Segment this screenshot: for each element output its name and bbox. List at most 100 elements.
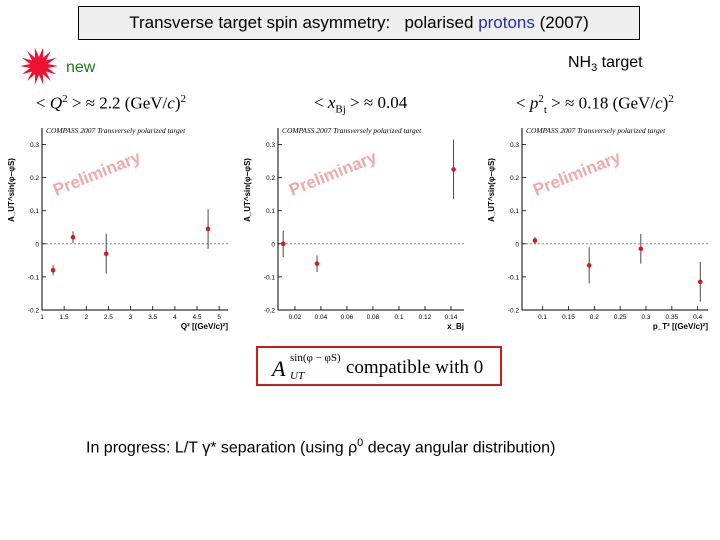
progress-note: In progress: L/T γ* separation (using ρ0… [86, 437, 555, 457]
plot-header: COMPASS 2007 Transversely polarized targ… [526, 126, 666, 135]
kin-var: p [529, 93, 539, 113]
plot-header: COMPASS 2007 Transversely polarized targ… [46, 126, 186, 135]
plot-header: COMPASS 2007 Transversely polarized targ… [282, 126, 422, 135]
y-tick-label: 0 [271, 241, 275, 248]
progress-post: decay angular distribution) [363, 439, 556, 457]
kin-q2: < Q2 > ≈ 2.2 (GeV/c)2 [36, 93, 186, 114]
data-point [532, 238, 538, 243]
kin-pre: < [36, 93, 50, 113]
plot-pt2: COMPASS 2007 Transversely polarized targ… [487, 126, 708, 331]
data-point [697, 279, 703, 285]
y-axis-label: A_UT^sin(φ−φS) [243, 158, 252, 222]
x-axis-label: Q² [(GeV/c)²] [181, 322, 228, 331]
x-tick-label: 0.08 [367, 314, 380, 321]
y-tick-label: 0.3 [30, 142, 39, 149]
kin-xbj: < xBj > ≈ 0.04 [314, 93, 407, 115]
x-tick-label: 5 [217, 314, 221, 321]
x-tick-label: 2 [84, 314, 88, 321]
kin-unit: c [167, 93, 175, 113]
kin-post2: ) [174, 93, 181, 113]
x-tick-label: 1.5 [60, 314, 69, 321]
kin-unit: c [655, 93, 663, 113]
kin-var: x [327, 93, 336, 112]
x-tick-label: 1 [40, 314, 44, 321]
data-point [205, 226, 211, 232]
y-tick-label: 0.1 [510, 208, 519, 215]
x-tick-label: 2.5 [104, 314, 113, 321]
kin-var: Q [49, 93, 63, 113]
target-sub: 3 [591, 62, 598, 75]
kin-sup2: 2 [668, 93, 674, 105]
y-tick-label: 0.2 [510, 175, 519, 182]
data-point [70, 234, 76, 240]
target-rest: target [597, 54, 643, 71]
slide-title: Transverse target spin asymmetry: polari… [78, 6, 640, 40]
target-main: NH [568, 54, 592, 71]
data-point [103, 251, 109, 257]
watermark: Preliminary [286, 147, 379, 200]
result-symbol: A [272, 356, 286, 381]
result-text: compatible with 0 [346, 357, 484, 378]
data-point [451, 167, 456, 172]
x-tick-label: 0.06 [341, 314, 354, 321]
y-tick-label: -0.1 [264, 274, 276, 281]
data-point [50, 267, 56, 273]
title-mid: polarised [404, 13, 474, 32]
result-subscript: UT [290, 370, 305, 382]
plot-q2: COMPASS 2007 Transversely polarized targ… [7, 126, 228, 331]
x-axis-label: x_Bj [447, 322, 464, 331]
y-tick-label: -0.1 [508, 274, 520, 281]
title-prefix: Transverse target spin asymmetry: [129, 13, 391, 32]
x-tick-label: 0.15 [562, 314, 575, 321]
y-tick-label: 0.1 [30, 208, 39, 215]
x-tick-label: 4 [173, 314, 177, 321]
kin-sup: 2 [62, 93, 68, 105]
kin-post: > ≈ 2.2 (GeV/ [67, 93, 168, 113]
target-label: NH3 target [568, 54, 643, 74]
y-axis-label: A_UT^sin(φ−φS) [487, 158, 496, 222]
kin-sup: 2 [538, 93, 544, 105]
x-tick-label: 0.3 [641, 314, 650, 321]
kin-pt2: < p2t > ≈ 0.18 (GeV/c)2 [516, 93, 674, 116]
kin-pre: < [314, 93, 328, 112]
plot-xbj: COMPASS 2007 Transversely polarized targ… [243, 126, 464, 331]
x-tick-label: 0.12 [419, 314, 432, 321]
y-axis-label: A_UT^sin(φ−φS) [7, 158, 16, 222]
watermark: Preliminary [50, 147, 143, 200]
y-tick-label: 0.3 [510, 142, 519, 149]
kin-sub: Bj [335, 103, 346, 116]
x-tick-label: 0.2 [590, 314, 599, 321]
x-tick-label: 0.1 [538, 314, 547, 321]
data-point [280, 241, 286, 247]
kin-post2: ) [662, 93, 669, 113]
data-point [586, 263, 592, 268]
progress-pre: In progress: L/T γ* separation (using ρ [86, 439, 358, 457]
title-suffix: (2007) [539, 13, 589, 32]
y-tick-label: 0.2 [266, 175, 275, 182]
x-tick-label: 3.5 [148, 314, 157, 321]
result-superscript: sin(φ − φS) [290, 352, 341, 364]
x-tick-label: 0.04 [315, 314, 328, 321]
y-tick-label: 0.2 [30, 175, 39, 182]
kin-sup2: 2 [180, 93, 187, 105]
y-tick-label: -0.2 [28, 308, 40, 315]
kin-pre: < [516, 93, 530, 113]
title-accent: protons [478, 13, 535, 32]
x-tick-label: 0.25 [614, 314, 627, 321]
y-tick-label: -0.2 [508, 308, 520, 315]
y-tick-label: 0 [35, 241, 39, 248]
progress-sup: 0 [357, 437, 364, 449]
x-tick-label: 0.02 [289, 314, 302, 321]
starburst-shape [20, 47, 58, 85]
y-tick-label: 0.3 [266, 142, 275, 149]
new-label: new [66, 59, 96, 76]
kin-post: > ≈ 0.04 [345, 93, 408, 112]
y-tick-label: 0.1 [266, 208, 275, 215]
x-tick-label: 4.5 [192, 314, 201, 321]
x-tick-label: 0.14 [445, 314, 458, 321]
kin-sub: t [543, 104, 547, 117]
data-point [638, 246, 644, 252]
x-tick-label: 0.4 [693, 314, 702, 321]
starburst-icon [20, 47, 58, 85]
result-box: A sin(φ − φS) UT compatible with 0 [256, 346, 502, 386]
